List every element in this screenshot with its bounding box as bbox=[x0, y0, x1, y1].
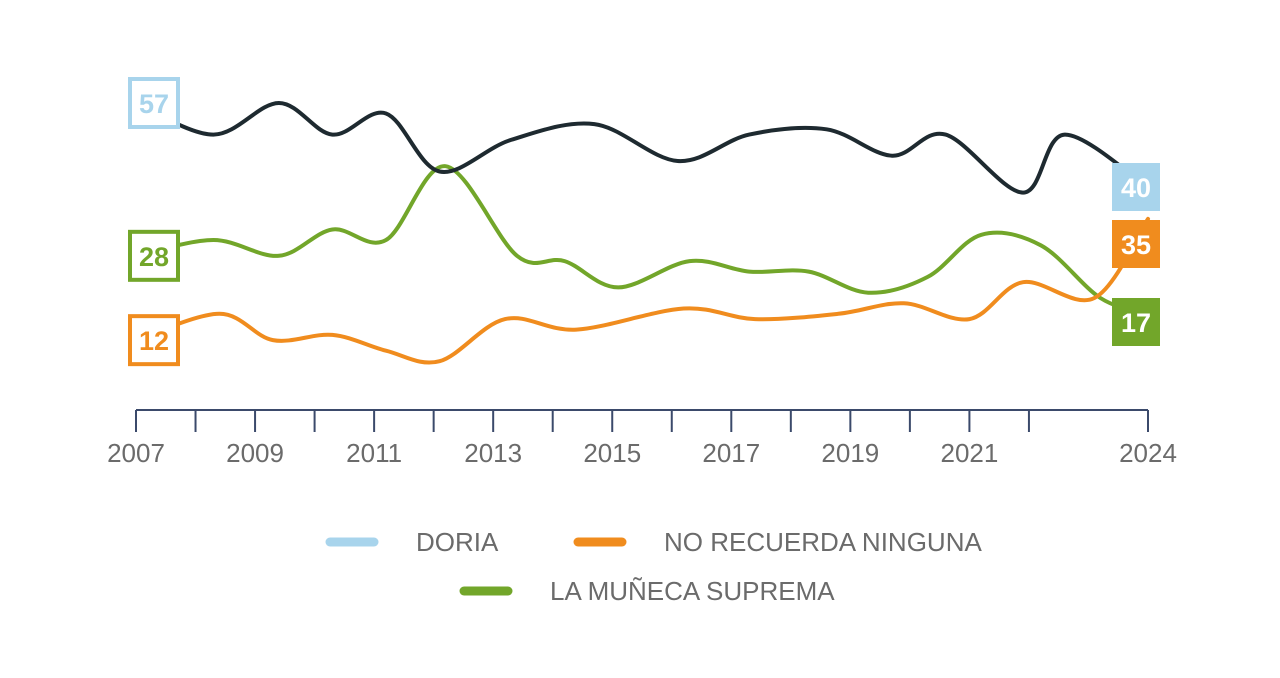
start-badge-label-0: 57 bbox=[139, 89, 169, 119]
legend-item-1: NO RECUERDA NINGUNA bbox=[573, 527, 982, 557]
legend-label-1: NO RECUERDA NINGUNA bbox=[664, 527, 982, 557]
end-badge-0: 40 bbox=[1112, 163, 1160, 211]
end-badge-label-2: 17 bbox=[1121, 308, 1151, 338]
start-badge-box-0 bbox=[128, 77, 180, 129]
series-lines bbox=[134, 101, 1150, 365]
start-badge-box-2 bbox=[128, 229, 180, 282]
legend-label-2: LA MUÑECA SUPREMA bbox=[550, 576, 835, 606]
start-badge-0: 57 bbox=[128, 77, 180, 129]
x-axis: 2007 2009 2011 2013 2015 2017 2019 2021 2024 bbox=[107, 409, 1177, 468]
x-tick-label: 2009 bbox=[226, 438, 284, 468]
start-badge-label-2: 28 bbox=[139, 242, 169, 272]
x-tick-label: 2019 bbox=[821, 438, 879, 468]
value-badges: 57 40 12 35 28 17 bbox=[128, 77, 1160, 367]
x-tick-label: 2007 bbox=[107, 438, 165, 468]
series-line-0 bbox=[134, 101, 1150, 195]
series-line-1 bbox=[134, 216, 1150, 365]
start-badge-box-1 bbox=[128, 314, 180, 367]
legend-item-2: LA MUÑECA SUPREMA bbox=[459, 576, 835, 606]
end-badge-1: 35 bbox=[1112, 220, 1160, 268]
x-tick-label: 2011 bbox=[346, 438, 402, 468]
x-tick-label: 2021 bbox=[940, 438, 998, 468]
x-tick-label: 2013 bbox=[464, 438, 522, 468]
end-badge-box-2 bbox=[1112, 298, 1160, 346]
start-badge-label-1: 12 bbox=[139, 326, 169, 356]
end-badge-box-1 bbox=[1112, 220, 1160, 268]
x-tick-label: 2024 bbox=[1119, 438, 1177, 468]
legend-label-0: DORIA bbox=[416, 527, 499, 557]
end-badge-label-1: 35 bbox=[1121, 230, 1151, 260]
end-badge-box-0 bbox=[1112, 163, 1160, 211]
x-tick-label: 2017 bbox=[702, 438, 760, 468]
x-tick-label: 2015 bbox=[583, 438, 641, 468]
legend-item-0: DORIA bbox=[325, 527, 499, 557]
end-badge-2: 17 bbox=[1112, 298, 1160, 346]
series-line-2 bbox=[134, 164, 1150, 316]
start-badge-2: 28 bbox=[128, 229, 180, 282]
legend: DORIA NO RECUERDA NINGUNA LA MUÑECA SUPREM… bbox=[325, 527, 982, 606]
start-badge-1: 12 bbox=[128, 314, 180, 367]
end-badge-label-0: 40 bbox=[1121, 173, 1151, 203]
